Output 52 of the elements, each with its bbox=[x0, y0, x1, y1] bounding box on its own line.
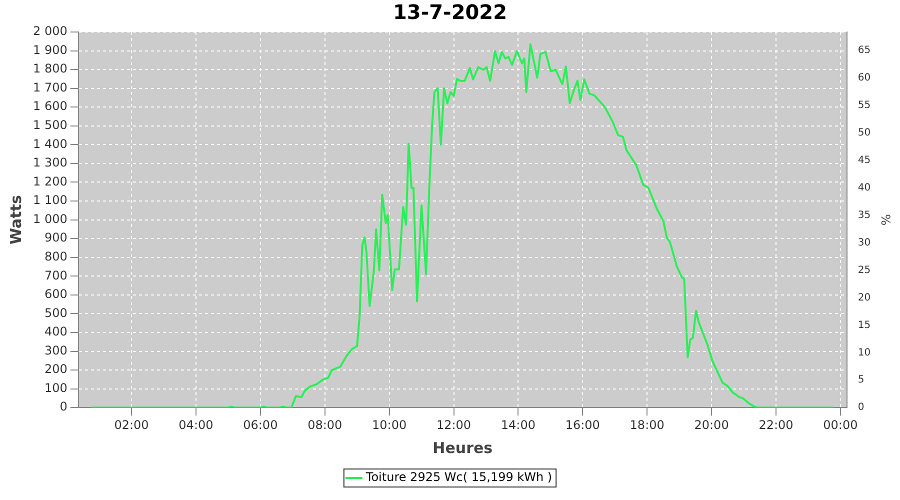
y2-tick-label: 25 bbox=[858, 264, 871, 276]
y-tick-label: 2 000 bbox=[32, 24, 68, 38]
legend-label: Toiture 2925 Wc( 15,199 kWh ) bbox=[364, 470, 552, 484]
x-tick-label: 20:00 bbox=[694, 418, 729, 432]
y2-tick-label: 65 bbox=[858, 45, 871, 56]
y2-tick-label: 30 bbox=[858, 237, 871, 248]
y-tick-label: 300 bbox=[44, 343, 68, 358]
y-tick-label: 500 bbox=[44, 306, 68, 320]
y2-tick-label: 60 bbox=[858, 72, 871, 84]
x-tick-label: 00:00 bbox=[823, 418, 858, 432]
x-tick-label: 14:00 bbox=[500, 418, 536, 432]
x-axis-title: Heures bbox=[432, 438, 493, 457]
y2-tick-label: 5 bbox=[858, 374, 864, 386]
y2-tick-label: 35 bbox=[858, 210, 871, 221]
y-tick-label: 1 700 bbox=[32, 80, 68, 94]
y-tick-label: 1 900 bbox=[32, 42, 68, 57]
y-tick-label: 700 bbox=[44, 268, 68, 282]
y-tick-label: 1 100 bbox=[32, 193, 68, 208]
y-tick-label: 400 bbox=[44, 324, 68, 339]
y-tick-label: 900 bbox=[44, 230, 68, 245]
y-tick-label: 1 200 bbox=[32, 174, 68, 188]
y-tick-label: 1 400 bbox=[32, 136, 68, 151]
x-tick-label: 08:00 bbox=[308, 418, 342, 432]
x-tick-label: 10:00 bbox=[372, 418, 407, 432]
y-tick-label: 1 500 bbox=[32, 118, 68, 132]
x-tick-label: 06:00 bbox=[243, 418, 278, 432]
y-tick-label: 1 300 bbox=[32, 156, 68, 170]
y-tick-label: 600 bbox=[44, 287, 68, 302]
y-tick-label: 800 bbox=[44, 249, 68, 264]
x-tick-label: 18:00 bbox=[630, 418, 664, 432]
x-tick-label: 04:00 bbox=[178, 418, 214, 432]
y2-tick-label: 10 bbox=[858, 347, 871, 358]
y2-tick-label: 50 bbox=[858, 128, 871, 139]
y2-tick-label: 55 bbox=[858, 100, 871, 112]
y2-tick-label: 45 bbox=[858, 155, 871, 166]
y-tick-label: 1 600 bbox=[32, 99, 68, 114]
y2-tick-label: 0 bbox=[858, 402, 864, 414]
y2-tick-label: 40 bbox=[858, 182, 871, 194]
x-tick-label: 02:00 bbox=[114, 418, 149, 432]
y-tick-label: 1 800 bbox=[32, 62, 68, 76]
y2-tick-label: 15 bbox=[858, 320, 871, 331]
x-tick-label: 22:00 bbox=[758, 418, 794, 432]
y-tick-label: 100 bbox=[44, 380, 68, 395]
y2-axis-title: % bbox=[878, 214, 893, 226]
y-axis-title: Watts bbox=[6, 195, 25, 245]
x-tick-label: 16:00 bbox=[565, 418, 600, 432]
chart-title: 13-7-2022 bbox=[392, 0, 508, 24]
y-tick-label: 200 bbox=[44, 362, 68, 376]
y-tick-label: 0 bbox=[60, 400, 68, 414]
y2-tick-label: 20 bbox=[858, 292, 871, 304]
y-tick-label: 1 000 bbox=[32, 212, 68, 226]
x-tick-label: 12:00 bbox=[436, 418, 472, 432]
